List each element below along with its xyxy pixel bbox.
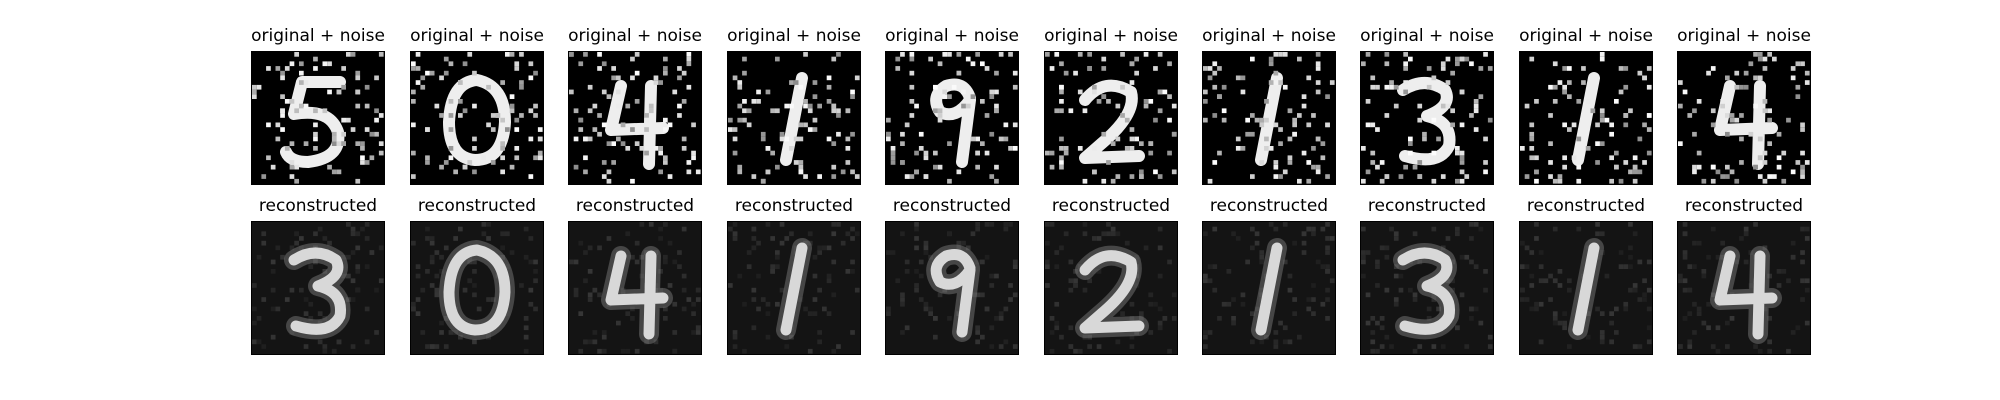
reconstructed-digit-image bbox=[1360, 221, 1494, 355]
noisy-panel-title: original + noise bbox=[727, 26, 861, 46]
noisy-digit-graphic bbox=[1203, 52, 1335, 184]
noisy-digit-graphic bbox=[728, 52, 860, 184]
noisy-digit-image bbox=[1677, 51, 1811, 185]
noisy-digit-image bbox=[885, 51, 1019, 185]
reconstructed-digit-graphic bbox=[1361, 222, 1493, 354]
noisy-digit-image bbox=[1202, 51, 1336, 185]
noisy-digit-graphic bbox=[411, 52, 543, 184]
noisy-digit-image bbox=[1044, 51, 1178, 185]
noisy-panel-title: original + noise bbox=[410, 26, 544, 46]
noisy-panel-title: original + noise bbox=[1677, 26, 1811, 46]
reconstructed-digit-graphic bbox=[252, 222, 384, 354]
noisy-digit-graphic bbox=[1520, 52, 1652, 184]
noisy-digit-graphic bbox=[569, 52, 701, 184]
reconstructed-digit-image bbox=[1202, 221, 1336, 355]
noisy-digit-graphic bbox=[1045, 52, 1177, 184]
reconstructed-digit-image bbox=[1044, 221, 1178, 355]
reconstructed-digit-graphic bbox=[1203, 222, 1335, 354]
noisy-panel-title: original + noise bbox=[885, 26, 1019, 46]
noisy-digit-image bbox=[1519, 51, 1653, 185]
reconstructed-digit-graphic bbox=[1520, 222, 1652, 354]
reconstructed-digit-image bbox=[251, 221, 385, 355]
reconstructed-digit-graphic bbox=[728, 222, 860, 354]
reconstructed-digit-image bbox=[885, 221, 1019, 355]
noisy-digit-graphic bbox=[1678, 52, 1810, 184]
reconstructed-digit-graphic bbox=[1678, 222, 1810, 354]
reconstructed-panel-title: reconstructed bbox=[1526, 196, 1646, 216]
reconstructed-digit-graphic bbox=[569, 222, 701, 354]
noisy-panel-title: original + noise bbox=[1360, 26, 1494, 46]
reconstructed-panel-title: reconstructed bbox=[892, 196, 1012, 216]
noisy-digit-image bbox=[727, 51, 861, 185]
reconstructed-panel-title: reconstructed bbox=[1051, 196, 1171, 216]
noisy-digit-image bbox=[568, 51, 702, 185]
reconstructed-digit-graphic bbox=[1045, 222, 1177, 354]
reconstructed-digit-image bbox=[568, 221, 702, 355]
reconstructed-digit-graphic bbox=[411, 222, 543, 354]
reconstructed-digit-image bbox=[1677, 221, 1811, 355]
reconstructed-digit-image bbox=[1519, 221, 1653, 355]
noisy-digit-graphic bbox=[1361, 52, 1493, 184]
reconstructed-panel-title: reconstructed bbox=[258, 196, 378, 216]
reconstructed-panel-title: reconstructed bbox=[734, 196, 854, 216]
noisy-panel-title: original + noise bbox=[568, 26, 702, 46]
noisy-panel-title: original + noise bbox=[1044, 26, 1178, 46]
reconstructed-digit-image bbox=[410, 221, 544, 355]
reconstructed-panel-title: reconstructed bbox=[1209, 196, 1329, 216]
noisy-panel-title: original + noise bbox=[251, 26, 385, 46]
noisy-panel-title: original + noise bbox=[1202, 26, 1336, 46]
reconstructed-panel-title: reconstructed bbox=[417, 196, 537, 216]
reconstructed-digit-image bbox=[727, 221, 861, 355]
noisy-digit-graphic bbox=[886, 52, 1018, 184]
reconstructed-panel-title: reconstructed bbox=[575, 196, 695, 216]
reconstructed-digit-graphic bbox=[886, 222, 1018, 354]
noisy-digit-graphic bbox=[252, 52, 384, 184]
noisy-digit-image bbox=[1360, 51, 1494, 185]
reconstructed-panel-title: reconstructed bbox=[1367, 196, 1487, 216]
reconstructed-panel-title: reconstructed bbox=[1684, 196, 1804, 216]
noisy-digit-image bbox=[410, 51, 544, 185]
noisy-digit-image bbox=[251, 51, 385, 185]
noisy-panel-title: original + noise bbox=[1519, 26, 1653, 46]
